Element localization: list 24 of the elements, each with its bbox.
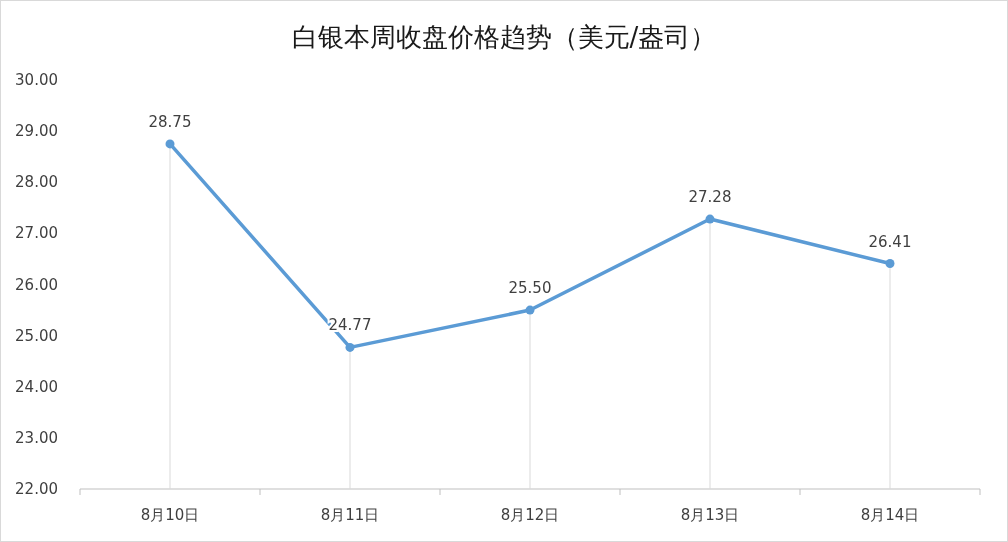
y-tick-label: 26.00 (15, 275, 58, 294)
point (705, 214, 715, 224)
x-tick-label: 8月10日 (140, 506, 200, 524)
x-tick-label: 8月11日 (320, 506, 380, 524)
y-tick-label: 25.00 (15, 326, 58, 345)
x-tick-label: 8月14日 (860, 506, 920, 524)
data-label: 25.50 (508, 279, 552, 298)
y-tick-label: 27.00 (15, 224, 58, 243)
point (525, 305, 535, 315)
y-tick-label: 23.00 (15, 428, 58, 447)
data-label: 27.28 (688, 188, 732, 207)
point (165, 139, 175, 149)
y-tick-label: 24.00 (15, 377, 58, 396)
point (885, 259, 895, 269)
data-label: 26.41 (868, 232, 912, 251)
point (345, 342, 355, 352)
y-tick-label: 29.00 (15, 122, 58, 141)
y-tick-label: 30.00 (15, 71, 58, 89)
x-tick-label: 8月13日 (680, 506, 740, 524)
chart-title: 白银本周收盘价格趋势（美元/盎司） (291, 22, 717, 52)
y-tick-label: 22.00 (15, 480, 58, 498)
x-tick-label: 8月12日 (500, 506, 560, 524)
data-label: 28.75 (148, 112, 192, 131)
y-tick-label: 28.00 (15, 173, 58, 192)
